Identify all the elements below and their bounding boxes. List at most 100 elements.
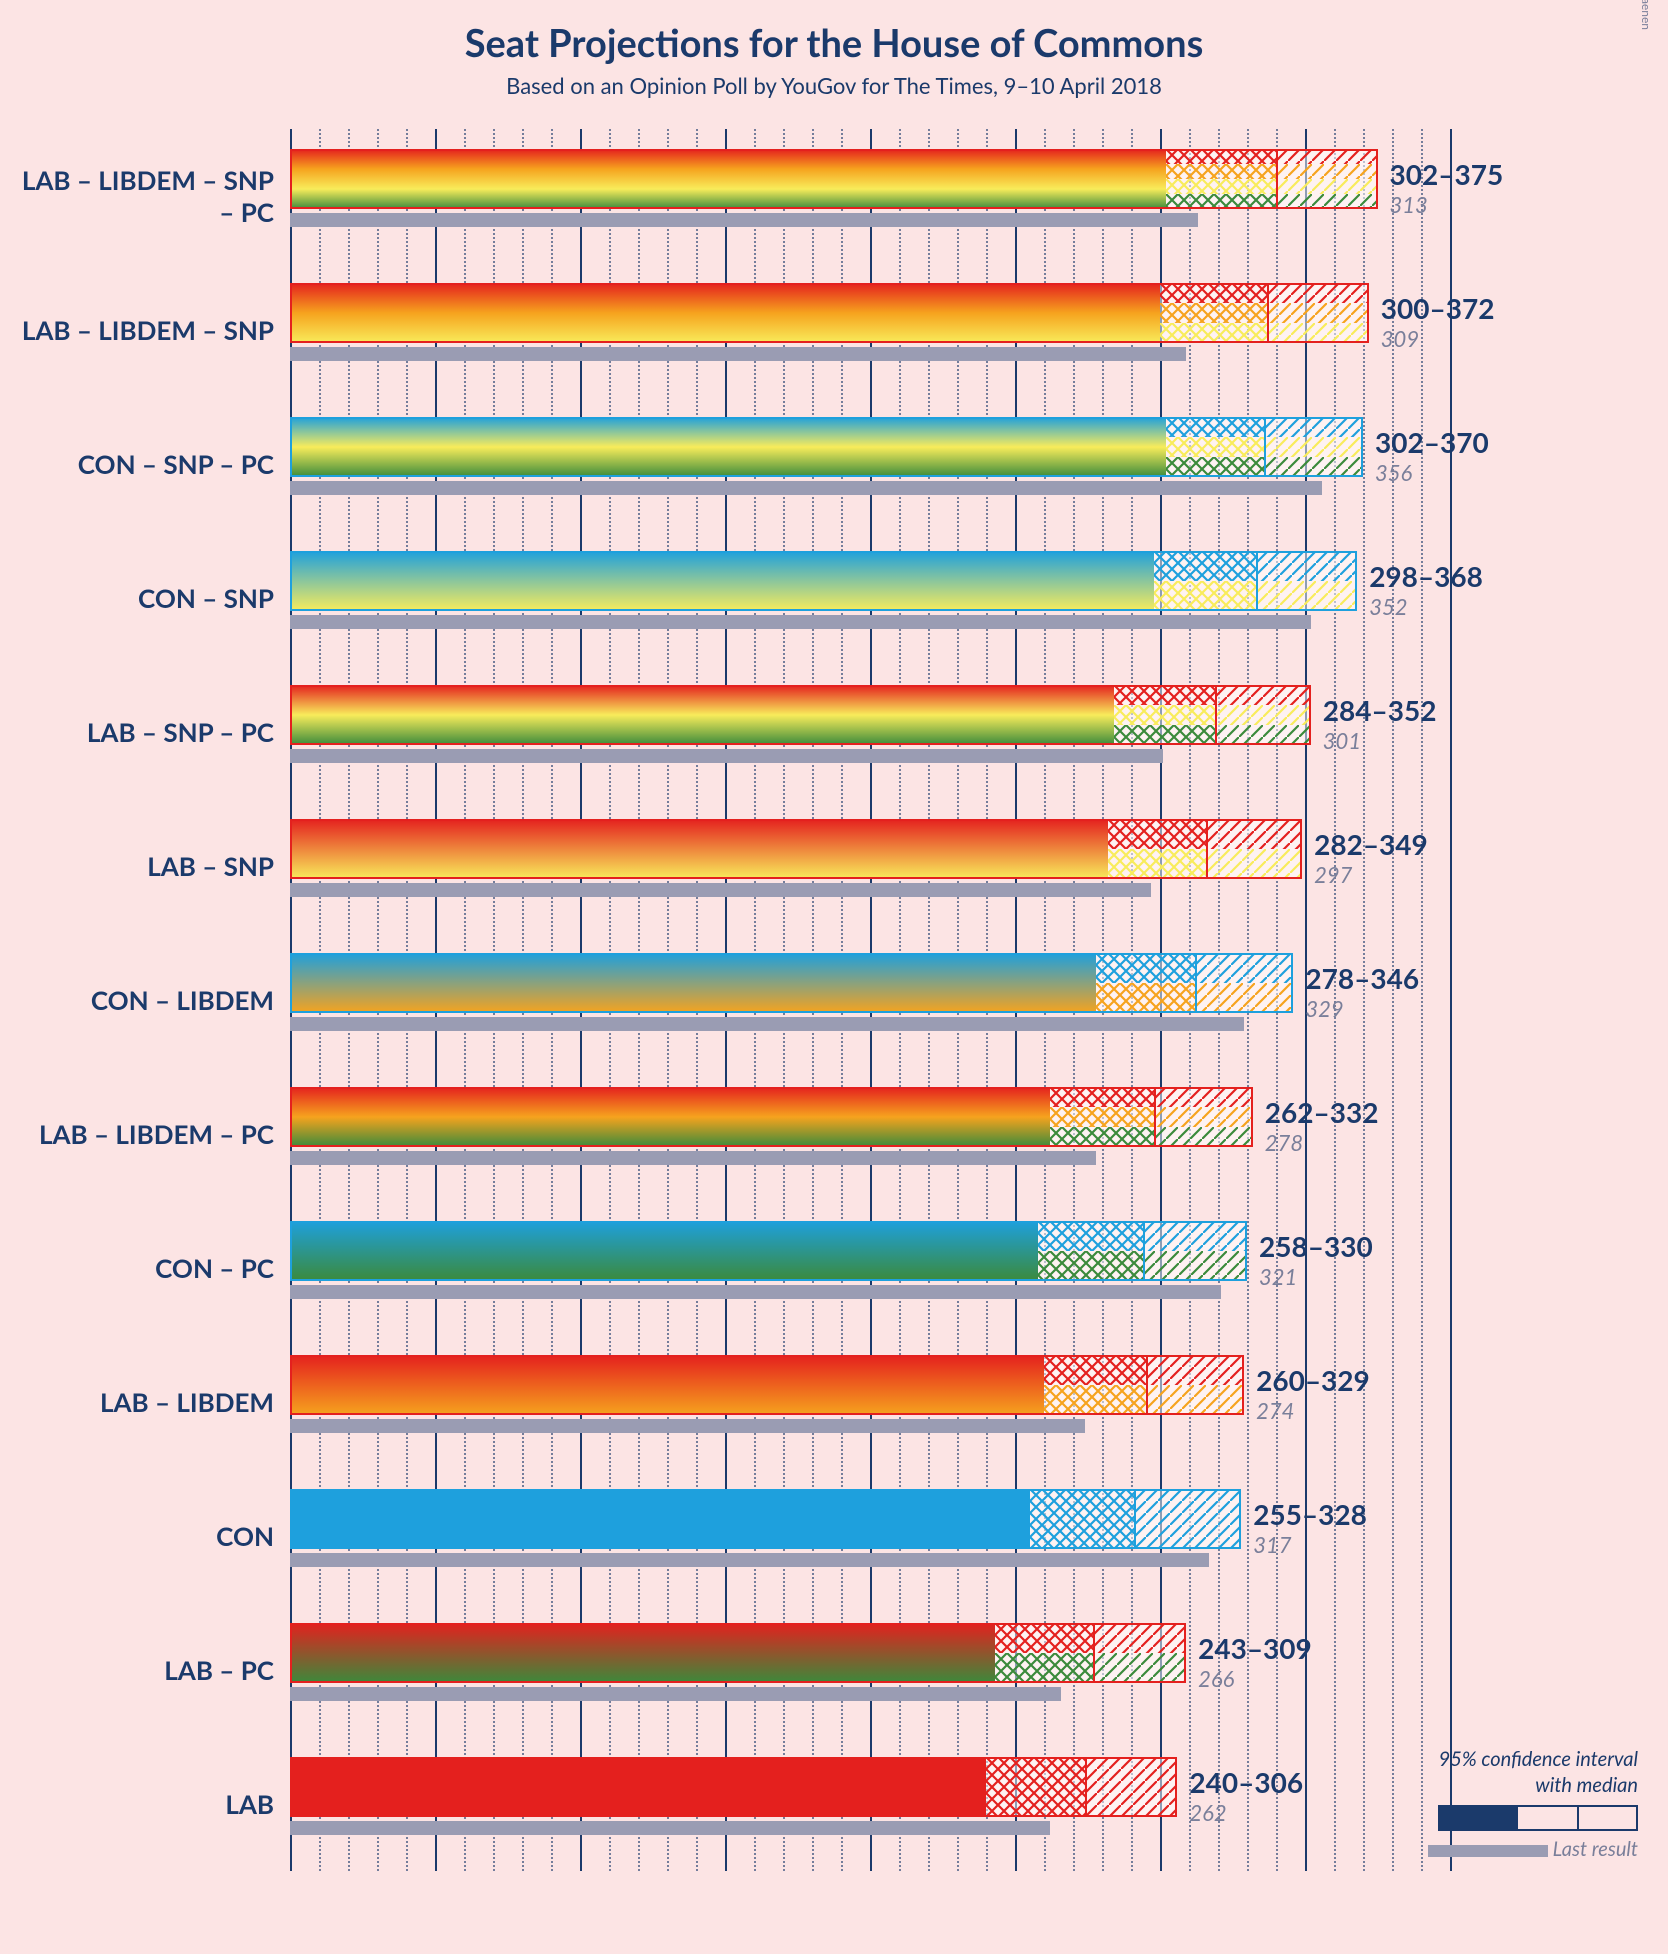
bar-hatch-sparse <box>1134 1489 1241 1549</box>
bar-hatch-sparse <box>1085 1757 1178 1817</box>
coalition-label: CON – SNP <box>10 582 290 614</box>
coalition-row: LAB – LIBDEM260–329274 <box>10 1335 1658 1469</box>
coalition-label: CON – SNP – PC <box>10 448 290 480</box>
median-marker <box>1206 819 1208 879</box>
coalition-row: LAB – LIBDEM – SNP – PC302–375313 <box>10 129 1658 263</box>
coalition-label: LAB – SNP <box>10 850 290 882</box>
median-marker <box>1085 1757 1087 1817</box>
last-result-bar <box>290 1821 1050 1835</box>
projection-bar <box>290 551 1357 611</box>
range-value: 300–372 <box>1381 291 1495 325</box>
row-track: 258–330321 <box>290 1201 1450 1335</box>
bar-hatch-sparse <box>1215 685 1311 745</box>
range-value: 302–370 <box>1375 425 1489 459</box>
projection-bar <box>290 1221 1247 1281</box>
coalition-row: LAB – SNP – PC284–352301 <box>10 665 1658 799</box>
last-value: 262 <box>1189 1799 1226 1826</box>
median-marker <box>1154 1087 1156 1147</box>
coalition-row: CON255–328317 <box>10 1469 1658 1603</box>
bar-rows: LAB – LIBDEM – SNP – PC302–375313 LAB – L… <box>10 129 1658 1871</box>
projection-bar <box>290 417 1363 477</box>
last-result-bar <box>290 749 1163 763</box>
row-track: 278–346329 <box>290 933 1450 1067</box>
last-value: 266 <box>1198 1665 1234 1692</box>
range-value: 262–332 <box>1265 1095 1379 1129</box>
coalition-label: CON <box>10 1520 290 1552</box>
bar-solid-fill <box>290 417 1166 477</box>
projection-bar <box>290 1623 1186 1683</box>
last-value: 301 <box>1323 727 1361 754</box>
copyright-text: © 2018 Filip van Laenen <box>1639 0 1654 30</box>
last-result-bar <box>290 883 1151 897</box>
coalition-label: CON – LIBDEM <box>10 984 290 1016</box>
coalition-row: CON – PC258–330321 <box>10 1201 1658 1335</box>
coalition-row: LAB240–306262 <box>10 1737 1658 1871</box>
projection-bar <box>290 1757 1177 1817</box>
row-track: 298–368352 <box>290 531 1450 665</box>
bar-hatch-sparse <box>1256 551 1358 611</box>
bar-solid-fill <box>290 953 1096 1013</box>
bar-solid-fill <box>290 1355 1044 1415</box>
last-value: 274 <box>1256 1397 1294 1424</box>
last-result-bar <box>290 1687 1061 1701</box>
bar-hatch-dense <box>1114 685 1216 745</box>
bar-hatch-sparse <box>1093 1623 1186 1683</box>
coalition-row: LAB – LIBDEM – PC262–332278 <box>10 1067 1658 1201</box>
chart-container: Seat Projections for the House of Common… <box>10 20 1658 1871</box>
bar-solid-fill <box>290 149 1166 209</box>
coalition-label: LAB <box>10 1788 290 1820</box>
last-result-bar <box>290 1151 1096 1165</box>
median-marker <box>1267 283 1269 343</box>
last-result-bar <box>290 213 1198 227</box>
bar-hatch-sparse <box>1276 149 1378 209</box>
bar-hatch-sparse <box>1143 1221 1247 1281</box>
bar-solid-fill <box>290 1623 995 1683</box>
last-result-bar <box>290 615 1311 629</box>
bar-hatch-sparse <box>1206 819 1302 879</box>
median-marker <box>1264 417 1266 477</box>
coalition-label: CON – PC <box>10 1252 290 1284</box>
range-value: 284–352 <box>1323 693 1437 727</box>
projection-bar <box>290 149 1378 209</box>
median-marker <box>1093 1623 1095 1683</box>
bar-solid-fill <box>290 551 1154 611</box>
bar-hatch-dense <box>1096 953 1195 1013</box>
bar-hatch-dense <box>1154 551 1256 611</box>
row-track: 300–372309 <box>290 263 1450 397</box>
chart-subtitle: Based on an Opinion Poll by YouGov for T… <box>10 72 1658 99</box>
legend-ci-swatch <box>1428 1804 1638 1831</box>
last-result-bar <box>290 1285 1221 1299</box>
coalition-row: LAB – PC243–309266 <box>10 1603 1658 1737</box>
chart-title: Seat Projections for the House of Common… <box>10 20 1658 66</box>
last-result-bar <box>290 481 1322 495</box>
bar-solid-fill <box>290 1489 1030 1549</box>
last-value: 321 <box>1259 1263 1297 1290</box>
median-marker <box>1134 1489 1136 1549</box>
last-value: 278 <box>1265 1129 1303 1156</box>
legend-ci-text: 95% confidence interval with median <box>1428 1746 1638 1798</box>
last-result-bar <box>290 1553 1209 1567</box>
bar-solid-fill <box>290 685 1114 745</box>
median-marker <box>1276 149 1278 209</box>
bar-hatch-sparse <box>1154 1087 1253 1147</box>
bar-hatch-dense <box>1108 819 1207 879</box>
bar-hatch-dense <box>1160 283 1267 343</box>
last-result-bar <box>290 1017 1244 1031</box>
coalition-row: LAB – SNP282–349297 <box>10 799 1658 933</box>
bar-hatch-dense <box>986 1757 1085 1817</box>
legend-ci-line1: 95% confidence interval <box>1439 1747 1638 1771</box>
row-track: 262–332278 <box>290 1067 1450 1201</box>
row-track: 243–309266 <box>290 1603 1450 1737</box>
legend: 95% confidence interval with median Last… <box>1428 1746 1638 1861</box>
median-marker <box>1143 1221 1145 1281</box>
last-value: 313 <box>1390 191 1428 218</box>
row-track: 255–328317 <box>290 1469 1450 1603</box>
range-value: 255–328 <box>1253 1497 1367 1531</box>
coalition-label: LAB – LIBDEM – SNP <box>10 314 290 346</box>
legend-last: Last result <box>1428 1837 1638 1861</box>
row-track: 240–306262 <box>290 1737 1450 1871</box>
range-value: 240–306 <box>1189 1765 1303 1799</box>
bar-solid-fill <box>290 1221 1038 1281</box>
projection-bar <box>290 819 1302 879</box>
bar-hatch-sparse <box>1267 283 1369 343</box>
